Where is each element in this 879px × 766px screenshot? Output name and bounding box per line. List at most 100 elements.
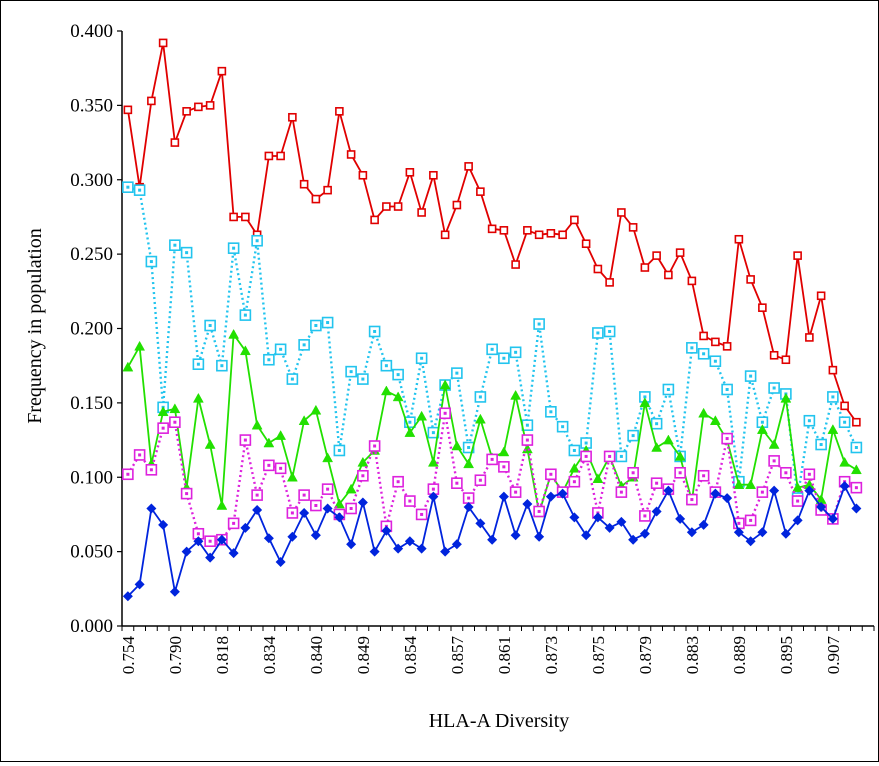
data-point bbox=[205, 552, 216, 563]
data-point bbox=[311, 194, 321, 204]
data-point-center bbox=[208, 539, 212, 543]
data-point bbox=[322, 503, 333, 514]
data-point-center bbox=[490, 347, 494, 351]
data-point bbox=[439, 379, 451, 390]
data-point bbox=[568, 462, 580, 473]
data-point bbox=[827, 424, 839, 434]
data-point-center bbox=[854, 446, 858, 449]
data-point bbox=[380, 385, 392, 396]
data-point bbox=[416, 410, 428, 421]
data-point bbox=[357, 456, 369, 467]
data-point-center bbox=[854, 486, 858, 490]
data-point bbox=[699, 331, 708, 341]
x-tick-label: 0.818 bbox=[213, 636, 232, 674]
data-point-center bbox=[608, 329, 612, 333]
data-point-center bbox=[290, 377, 294, 381]
data-point-center bbox=[760, 490, 764, 494]
data-point bbox=[393, 543, 404, 554]
data-point bbox=[370, 215, 379, 225]
data-point bbox=[756, 424, 768, 434]
data-point-center bbox=[232, 246, 236, 250]
data-point-center bbox=[537, 322, 541, 326]
data-point bbox=[134, 579, 145, 590]
data-point bbox=[675, 513, 686, 524]
data-point-center bbox=[549, 472, 553, 476]
data-point-center bbox=[608, 454, 612, 458]
data-point bbox=[628, 223, 638, 232]
data-point-center bbox=[690, 346, 694, 350]
data-point bbox=[545, 491, 556, 502]
data-point bbox=[581, 530, 592, 541]
data-point-center bbox=[279, 347, 283, 351]
y-axis-title: Frequency in population bbox=[24, 228, 46, 424]
data-point-center bbox=[655, 481, 659, 485]
data-point bbox=[734, 234, 744, 244]
y-tick-label: 0.300 bbox=[70, 170, 113, 191]
x-tick-label: 0.840 bbox=[307, 636, 326, 674]
data-point-center bbox=[373, 329, 377, 333]
data-point bbox=[393, 202, 403, 211]
data-point bbox=[687, 276, 697, 286]
data-point bbox=[487, 534, 498, 545]
data-point bbox=[475, 518, 486, 529]
data-point bbox=[299, 179, 309, 189]
data-point bbox=[498, 446, 510, 457]
data-point bbox=[228, 328, 240, 339]
data-point-center bbox=[831, 395, 835, 399]
data-point bbox=[711, 337, 720, 347]
data-point-center bbox=[373, 444, 377, 448]
data-point bbox=[299, 507, 310, 518]
data-point-center bbox=[702, 352, 706, 356]
data-point bbox=[182, 107, 191, 116]
data-point-center bbox=[243, 313, 247, 317]
data-point bbox=[345, 483, 357, 494]
data-point bbox=[335, 107, 344, 116]
data-point bbox=[570, 215, 579, 225]
data-point-center bbox=[478, 478, 482, 482]
data-point bbox=[181, 546, 192, 557]
y-tick-label: 0.400 bbox=[70, 21, 113, 42]
data-point-center bbox=[314, 324, 318, 328]
data-point bbox=[674, 450, 686, 461]
data-point bbox=[158, 38, 168, 48]
data-point-center bbox=[349, 506, 353, 510]
data-point bbox=[792, 515, 803, 526]
data-point bbox=[827, 513, 838, 524]
data-point bbox=[546, 229, 556, 238]
data-point bbox=[581, 239, 591, 249]
data-point bbox=[392, 391, 404, 402]
data-point bbox=[429, 170, 438, 180]
data-point bbox=[451, 539, 462, 550]
data-point bbox=[146, 503, 157, 514]
data-point bbox=[229, 212, 238, 222]
data-point-center bbox=[502, 465, 506, 469]
data-point bbox=[569, 512, 580, 523]
data-point bbox=[288, 112, 297, 122]
data-point bbox=[322, 452, 334, 463]
data-point-center bbox=[302, 493, 306, 497]
data-point bbox=[427, 456, 439, 467]
data-point-center bbox=[361, 377, 365, 381]
data-point bbox=[662, 434, 674, 445]
x-tick-label: 0.861 bbox=[495, 636, 514, 674]
data-point bbox=[592, 473, 604, 483]
x-axis-title: HLA-A Diversity bbox=[429, 710, 570, 732]
data-point-center bbox=[807, 472, 811, 476]
y-tick-label: 0.050 bbox=[70, 542, 113, 563]
data-point-center bbox=[584, 441, 588, 445]
series-line bbox=[127, 186, 858, 500]
data-point-center bbox=[455, 481, 459, 485]
data-point-center bbox=[643, 395, 647, 399]
data-point bbox=[298, 415, 310, 425]
data-point-center bbox=[161, 426, 165, 430]
data-point bbox=[640, 263, 650, 272]
data-point bbox=[686, 527, 697, 538]
data-point bbox=[463, 458, 475, 469]
data-point bbox=[241, 212, 250, 222]
data-point bbox=[557, 488, 568, 499]
data-point-center bbox=[749, 518, 753, 522]
data-point bbox=[616, 516, 627, 527]
data-point bbox=[639, 397, 651, 408]
data-point-center bbox=[420, 512, 424, 516]
data-point bbox=[710, 488, 721, 499]
